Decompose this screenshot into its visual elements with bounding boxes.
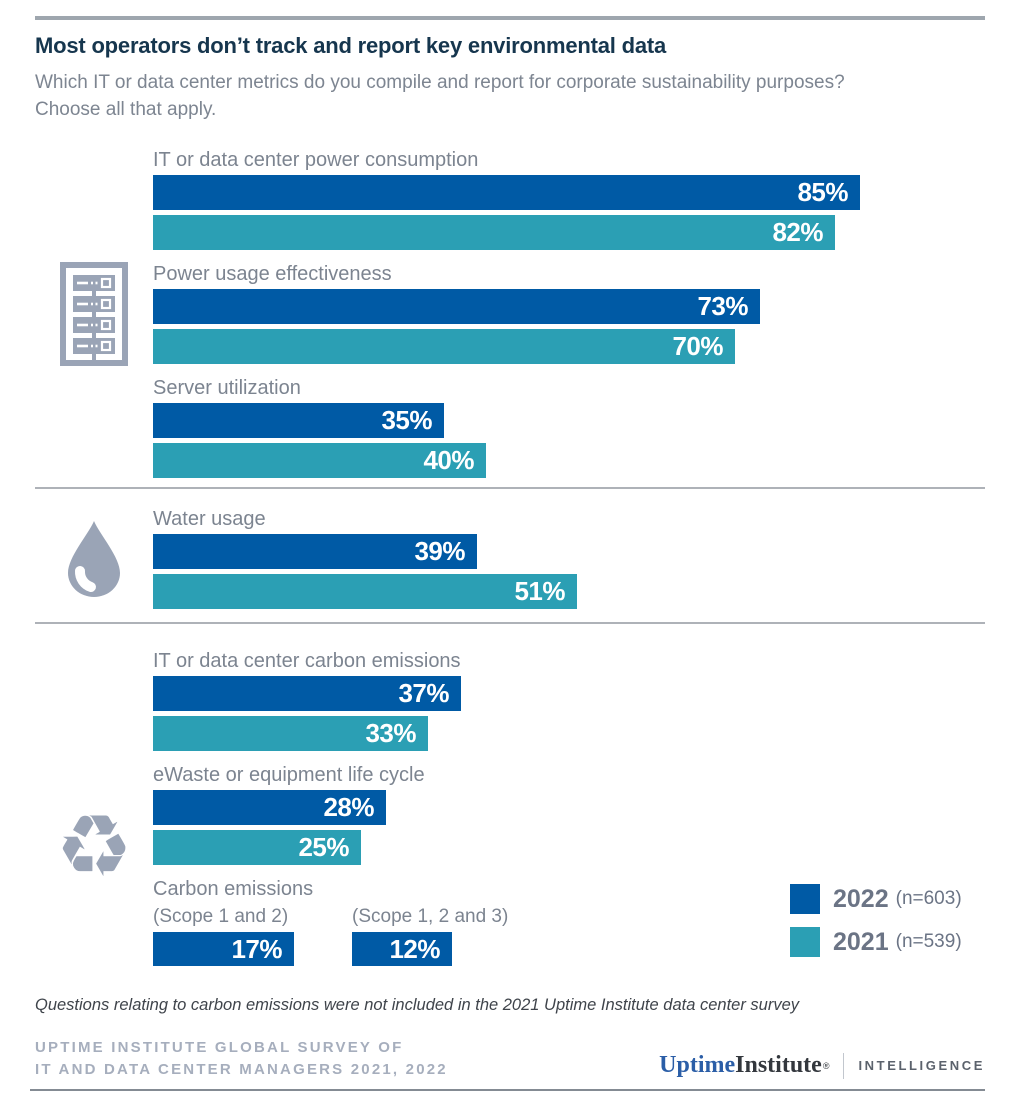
bar-2021: 25% <box>153 830 361 865</box>
category-label: Server utilization <box>153 377 301 399</box>
logo-intelligence-label: INTELLIGENCE <box>858 1058 985 1073</box>
logo-word-institute: Institute <box>735 1052 822 1078</box>
bar-2021: 40% <box>153 443 486 478</box>
bar-value-label: 28% <box>323 792 374 822</box>
scope-bars-row: (Scope 1 and 2) 17% (Scope 1, 2 and 3) 1… <box>153 904 985 966</box>
scope-1-2-column: (Scope 1 and 2) 17% <box>153 904 352 966</box>
bar-value-label: 82% <box>772 217 823 247</box>
bar-value-label: 40% <box>423 445 474 475</box>
legend-sample-size: (n=539) <box>895 931 962 952</box>
subtitle-line-1: Which IT or data center metrics do you c… <box>35 72 845 93</box>
section-groups: Water usage 39% 51% <box>153 508 985 609</box>
category-label: IT or data center carbon emissions <box>153 650 461 672</box>
bar-group-server-utilization: Server utilization 35% 40% <box>153 377 985 478</box>
logo-divider <box>843 1052 845 1079</box>
legend-sample-size: (n=603) <box>895 888 962 909</box>
legend-row-2022: 2022 (n=603) <box>790 884 962 914</box>
bar-group-scope-carbon-emissions: Carbon emissions (Scope 1 and 2) 17% (Sc… <box>153 878 985 966</box>
bar-value-label: 25% <box>298 832 349 862</box>
scope-label: (Scope 1 and 2) <box>153 906 289 927</box>
bar-2022: 35% <box>153 403 444 438</box>
section-icon-column <box>35 508 153 609</box>
bar-2022: 37% <box>153 676 461 711</box>
logo-word-uptime: Uptime <box>659 1052 736 1078</box>
water-drop-icon <box>66 519 122 599</box>
page-subtitle: Which IT or data center metrics do you c… <box>35 69 985 123</box>
bar-2022: 73% <box>153 289 760 324</box>
bar-2021: 33% <box>153 716 428 751</box>
section-groups: IT or data center carbon emissions 37% 3… <box>153 650 985 966</box>
bar-2022: 85% <box>153 175 860 210</box>
scope-1-2-3-column: (Scope 1, 2 and 3) 12% <box>352 904 508 966</box>
section-carbon-waste: ♻ IT or data center carbon emissions 37%… <box>35 622 985 966</box>
bar-chart: IT or data center power consumption 85% … <box>35 149 985 966</box>
survey-line-2: IT AND DATA CENTER MANAGERS 2021, 2022 <box>35 1061 448 1078</box>
category-label: IT or data center power consumption <box>153 149 479 171</box>
survey-line-1: UPTIME INSTITUTE GLOBAL SURVEY OF <box>35 1039 404 1056</box>
legend-swatch-2022 <box>790 884 820 914</box>
bar-value-label: 37% <box>398 678 449 708</box>
bar-2022: 39% <box>153 534 477 569</box>
legend-row-2021: 2021 (n=539) <box>790 927 962 957</box>
bar-value-label: 17% <box>231 933 282 964</box>
scope-label: (Scope 1, 2 and 3) <box>352 906 509 927</box>
bar-value-label: 33% <box>365 718 416 748</box>
bar-value-label: 51% <box>514 576 565 606</box>
category-label: Carbon emissions <box>153 878 314 900</box>
uptime-institute-logo: Uptime Institute ® INTELLIGENCE <box>659 1052 985 1081</box>
legend-year-label: 2021 <box>833 927 889 956</box>
bar-2021: 51% <box>153 574 577 609</box>
subtitle-line-2: Choose all that apply. <box>35 99 217 120</box>
bar-group-dc-carbon-emissions: IT or data center carbon emissions 37% 3… <box>153 650 985 751</box>
bar-2022-scope-1-2: 17% <box>153 932 294 966</box>
server-rack-icon <box>60 261 128 366</box>
category-label: eWaste or equipment life cycle <box>153 764 425 786</box>
bar-value-label: 12% <box>389 933 440 964</box>
bar-2021: 70% <box>153 329 735 364</box>
registered-mark: ® <box>822 1060 830 1071</box>
category-label: Water usage <box>153 508 266 530</box>
bar-2022: 28% <box>153 790 386 825</box>
section-icon-column: ♻ <box>35 650 153 966</box>
page-title: Most operators don’t track and report ke… <box>35 33 667 58</box>
bar-value-label: 85% <box>797 177 848 207</box>
legend-swatch-2021 <box>790 927 820 957</box>
bar-group-water-usage: Water usage 39% 51% <box>153 508 985 609</box>
bar-group-power-consumption: IT or data center power consumption 85% … <box>153 149 985 250</box>
section-power: IT or data center power consumption 85% … <box>35 149 985 487</box>
bar-group-pue: Power usage effectiveness 73% 70% <box>153 263 985 364</box>
bottom-rule <box>30 1089 985 1091</box>
section-water: Water usage 39% 51% <box>35 487 985 622</box>
bar-2022-scope-1-2-3: 12% <box>352 932 452 966</box>
bar-value-label: 35% <box>381 405 432 435</box>
bar-value-label: 70% <box>672 331 723 361</box>
bar-2021: 82% <box>153 215 835 250</box>
legend-year-label: 2022 <box>833 884 889 913</box>
section-icon-column <box>35 149 153 478</box>
footnote: Questions relating to carbon emissions w… <box>35 996 800 1014</box>
legend: 2022 (n=603) 2021 (n=539) <box>790 884 962 970</box>
top-rule <box>35 16 985 20</box>
bar-value-label: 73% <box>697 291 748 321</box>
footer: UPTIME INSTITUTE GLOBAL SURVEY OF IT AND… <box>35 1037 985 1081</box>
bar-group-ewaste: eWaste or equipment life cycle 28% 25% <box>153 764 985 865</box>
survey-attribution: UPTIME INSTITUTE GLOBAL SURVEY OF IT AND… <box>35 1037 448 1081</box>
section-groups: IT or data center power consumption 85% … <box>153 149 985 478</box>
bar-value-label: 39% <box>414 536 465 566</box>
category-label: Power usage effectiveness <box>153 263 392 285</box>
recycle-icon: ♻ <box>55 797 133 897</box>
